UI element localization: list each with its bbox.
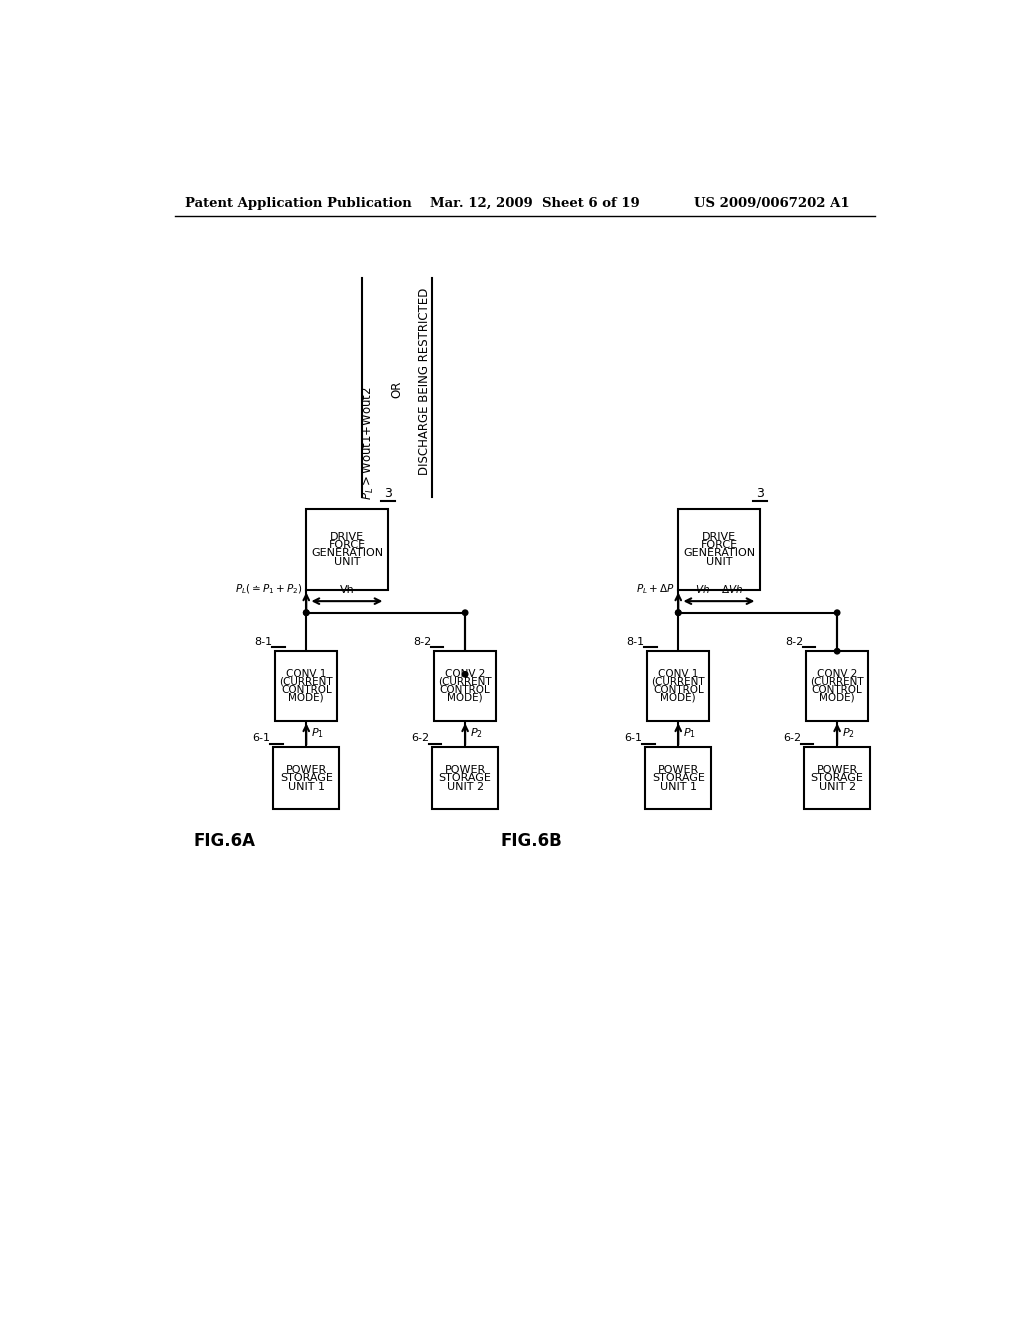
Text: 3: 3 (757, 487, 764, 499)
Text: OR: OR (390, 380, 403, 399)
Text: 8-2: 8-2 (413, 636, 431, 647)
Text: DRIVE: DRIVE (330, 532, 364, 541)
Text: FORCE: FORCE (329, 540, 366, 550)
Text: $P_2$: $P_2$ (842, 726, 855, 739)
Text: 8-2: 8-2 (784, 636, 803, 647)
Circle shape (463, 672, 468, 677)
Text: $P_L(\doteq P_1+P_2)$: $P_L(\doteq P_1+P_2)$ (234, 583, 302, 597)
Circle shape (835, 610, 840, 615)
Text: GENERATION: GENERATION (311, 548, 383, 558)
Text: Mar. 12, 2009  Sheet 6 of 19: Mar. 12, 2009 Sheet 6 of 19 (430, 197, 640, 210)
Text: CONTROL: CONTROL (653, 685, 703, 694)
Text: MODE): MODE) (660, 693, 696, 702)
Text: Vh: Vh (340, 585, 354, 595)
Bar (678, 508, 760, 590)
Text: POWER: POWER (286, 764, 327, 775)
Text: UNIT 1: UNIT 1 (288, 781, 325, 792)
Bar (806, 651, 868, 721)
Bar (273, 747, 339, 809)
Text: DISCHARGE BEING RESTRICTED: DISCHARGE BEING RESTRICTED (418, 288, 430, 475)
Circle shape (835, 648, 840, 653)
Text: CONV 2: CONV 2 (445, 669, 485, 680)
Text: CONV 1: CONV 1 (658, 669, 698, 680)
Circle shape (303, 610, 309, 615)
Bar (434, 651, 496, 721)
Text: US 2009/0067202 A1: US 2009/0067202 A1 (693, 197, 849, 210)
Text: UNIT 2: UNIT 2 (818, 781, 856, 792)
Text: FIG.6A: FIG.6A (194, 832, 256, 850)
Text: 6-2: 6-2 (411, 733, 429, 743)
Text: STORAGE: STORAGE (280, 774, 333, 783)
Circle shape (463, 610, 468, 615)
Circle shape (676, 610, 681, 615)
Text: UNIT 1: UNIT 1 (659, 781, 696, 792)
Text: DRIVE: DRIVE (701, 532, 736, 541)
Text: STORAGE: STORAGE (438, 774, 492, 783)
Text: POWER: POWER (657, 764, 698, 775)
Text: CONV 1: CONV 1 (286, 669, 327, 680)
Text: (CURRENT: (CURRENT (651, 677, 706, 686)
Text: $P_L>$Wout1+Wout2: $P_L>$Wout1+Wout2 (360, 387, 376, 500)
Circle shape (303, 610, 309, 615)
Text: CONTROL: CONTROL (281, 685, 332, 694)
Text: UNIT: UNIT (706, 557, 732, 566)
Bar (275, 651, 337, 721)
Text: $P_1$: $P_1$ (683, 726, 696, 739)
Text: 6-1: 6-1 (252, 733, 270, 743)
Bar (804, 747, 870, 809)
Bar (645, 747, 712, 809)
Bar (432, 747, 498, 809)
Circle shape (676, 610, 681, 615)
Text: (CURRENT: (CURRENT (438, 677, 492, 686)
Text: $P_1$: $P_1$ (311, 726, 324, 739)
Text: MODE): MODE) (289, 693, 324, 702)
Text: 8-1: 8-1 (626, 636, 644, 647)
Text: CONTROL: CONTROL (812, 685, 862, 694)
Text: POWER: POWER (816, 764, 858, 775)
Text: FIG.6B: FIG.6B (500, 832, 562, 850)
Text: (CURRENT: (CURRENT (810, 677, 864, 686)
Text: UNIT: UNIT (334, 557, 360, 566)
Text: $Vh-\Delta Vh$: $Vh-\Delta Vh$ (694, 583, 743, 595)
Text: 6-2: 6-2 (783, 733, 801, 743)
Text: POWER: POWER (444, 764, 485, 775)
Text: $P_2$: $P_2$ (470, 726, 482, 739)
Text: CONV 2: CONV 2 (817, 669, 857, 680)
Text: 8-1: 8-1 (254, 636, 272, 647)
Text: Patent Application Publication: Patent Application Publication (184, 197, 412, 210)
Text: (CURRENT: (CURRENT (280, 677, 333, 686)
Text: STORAGE: STORAGE (652, 774, 705, 783)
Text: CONTROL: CONTROL (439, 685, 490, 694)
Bar (647, 651, 710, 721)
Text: FORCE: FORCE (700, 540, 737, 550)
Text: MODE): MODE) (819, 693, 855, 702)
Bar (306, 508, 388, 590)
Text: 6-1: 6-1 (625, 733, 642, 743)
Text: GENERATION: GENERATION (683, 548, 755, 558)
Text: UNIT 2: UNIT 2 (446, 781, 483, 792)
Text: STORAGE: STORAGE (811, 774, 863, 783)
Text: 3: 3 (385, 487, 392, 499)
Text: $P_L+\Delta P$: $P_L+\Delta P$ (636, 582, 675, 597)
Text: MODE): MODE) (447, 693, 483, 702)
